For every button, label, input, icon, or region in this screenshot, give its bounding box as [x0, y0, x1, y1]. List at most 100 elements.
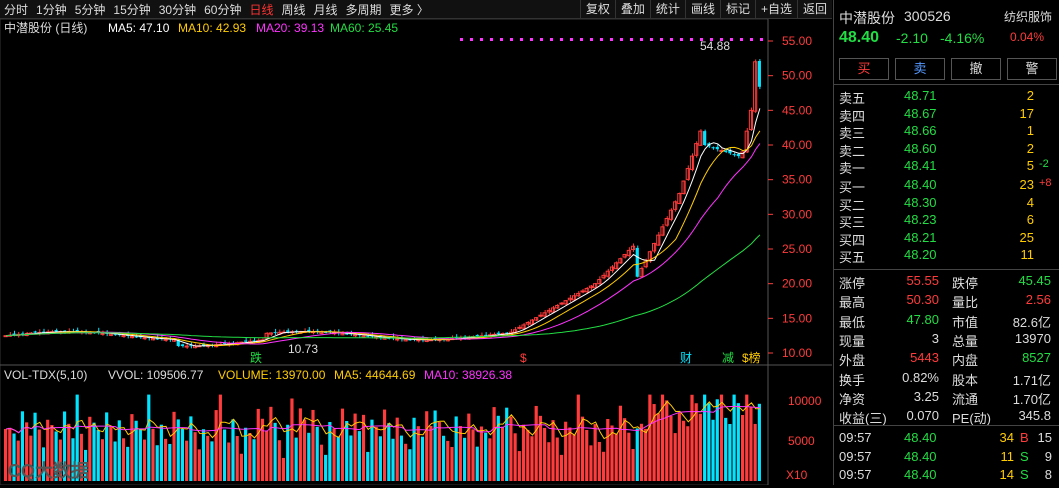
volume-bar — [551, 420, 555, 481]
chart-area[interactable]: 55.00 50.00 45.00 40.00 35.00 30.00 25.00 20.00… — [0, 18, 832, 486]
volume-bar — [715, 399, 719, 481]
candle-body — [732, 154, 736, 156]
level-label: 买四 — [839, 232, 866, 248]
toolbar-button[interactable]: +自选 — [754, 0, 797, 18]
period-tab[interactable]: 5分钟 — [74, 2, 106, 17]
order-book-row[interactable]: 卖三 48.66 1 — [834, 121, 1059, 141]
volume-bar — [37, 429, 41, 481]
period-tab[interactable]: 60分钟 — [204, 2, 242, 17]
order-book-row[interactable]: 卖四 48.67 17 — [834, 104, 1059, 124]
kline-chart-svg[interactable]: 55.00 50.00 45.00 40.00 35.00 30.00 25.00 20.00… — [0, 18, 832, 486]
candle-body — [184, 345, 189, 348]
order-book-row[interactable]: 买三 48.23 6 — [834, 210, 1059, 230]
current-price: 48.40 — [839, 29, 880, 46]
volume-bar — [12, 433, 16, 481]
level-label: 买二 — [839, 197, 866, 213]
price-tick-label: 10.00 — [782, 346, 812, 360]
toolbar-button[interactable]: 叠加 — [614, 0, 650, 18]
sell-button[interactable]: 卖 — [895, 58, 945, 80]
volume-bar — [62, 411, 67, 481]
order-book-row[interactable]: 卖二 48.60 2 — [834, 139, 1059, 159]
event-marker[interactable]: $榜 — [742, 350, 761, 365]
candle-body — [736, 153, 740, 157]
signal-dot — [670, 38, 673, 41]
cancel-order-button[interactable]: 撤 — [951, 58, 1001, 80]
period-tab[interactable]: 周线 — [281, 2, 306, 17]
candles — [3, 59, 761, 349]
order-book-row[interactable]: 买一 48.40 23 +8 — [834, 175, 1059, 195]
stat-row: 换手 0.82% 股本 1.71亿 — [834, 368, 1059, 388]
level-volume: 5 — [1026, 158, 1034, 173]
volume-bar — [681, 420, 686, 481]
candle-body — [33, 331, 37, 333]
volume-bar — [117, 420, 121, 481]
stat-label: 收益(三) — [839, 411, 887, 427]
event-marker[interactable]: $ — [520, 351, 527, 365]
level-label: 买一 — [839, 180, 866, 195]
candle-body — [108, 333, 113, 336]
candle-body — [757, 60, 761, 87]
signal-dot — [600, 38, 603, 41]
candle-body — [20, 333, 25, 335]
stat-value: 3 — [931, 330, 939, 346]
candle-body — [668, 209, 674, 220]
volume-bar — [597, 441, 601, 481]
period-tab[interactable]: 30分钟 — [158, 2, 197, 17]
toolbar-button[interactable]: 画线 — [684, 0, 720, 18]
signal-dot — [760, 38, 763, 41]
period-tab[interactable]: 月线 — [313, 2, 338, 17]
period-tab[interactable]: 更多 〉 — [389, 2, 429, 17]
volume-legend: MA5: 44644.69 — [334, 368, 416, 382]
tick-price: 48.40 — [904, 430, 937, 445]
period-tab[interactable]: 多周期 — [345, 2, 382, 17]
period-tab[interactable]: 分时 — [4, 2, 29, 17]
order-book-row[interactable]: 买四 48.21 25 — [834, 228, 1059, 248]
toolbar-button[interactable]: 统计 — [649, 0, 685, 18]
stat-value: 1.71亿 — [1012, 372, 1051, 388]
volume-bar — [391, 438, 395, 481]
volume-legend: VOL-TDX(5,10) — [4, 368, 87, 382]
event-marker[interactable]: 财 — [680, 351, 692, 365]
volume-bar — [656, 413, 660, 481]
volume-bar — [197, 449, 201, 481]
period-tab[interactable]: 日线 — [249, 2, 274, 17]
stat-label: 内盘 — [952, 353, 979, 369]
volume-bar — [252, 439, 256, 481]
alert-button[interactable]: 警 — [1007, 58, 1057, 80]
order-book-row[interactable]: 卖五 48.71 2 — [834, 86, 1059, 106]
toolbar-button[interactable]: 标记 — [719, 0, 755, 18]
stat-value: 45.45 — [1018, 273, 1051, 288]
period-tab[interactable]: 1分钟 — [36, 2, 67, 17]
sector-label[interactable]: 纺织服饰 — [1004, 10, 1053, 24]
candle-body — [630, 245, 636, 251]
toolbar-button[interactable]: 复权 — [579, 0, 615, 18]
candle-body — [496, 332, 500, 334]
price-change-pct: -4.16% — [940, 30, 985, 46]
volume-bar — [92, 422, 96, 481]
order-book-row[interactable]: 卖一 48.41 5 -2 — [834, 156, 1059, 176]
volume-bar — [412, 417, 416, 481]
volume-bar — [79, 433, 83, 481]
order-book-row[interactable]: 买二 48.30 4 — [834, 193, 1059, 213]
period-tab[interactable]: 15分钟 — [113, 2, 151, 17]
candle-body — [744, 130, 749, 153]
event-marker[interactable]: 减 — [722, 351, 734, 365]
order-book-row[interactable]: 买五 48.20 11 — [834, 245, 1059, 265]
volume-bar — [378, 436, 382, 481]
event-marker[interactable]: 跌 — [250, 350, 262, 365]
price-tick-label: 50.00 — [782, 69, 812, 83]
volume-bar — [543, 427, 547, 481]
signal-dot — [540, 38, 543, 41]
level-volume: 2 — [1026, 140, 1034, 156]
price-tick-label: 55.00 — [782, 34, 812, 48]
volume-bar — [366, 451, 370, 481]
volume-legend: VOLUME: 13970.00 — [218, 368, 326, 382]
candle-body — [601, 274, 606, 279]
volume-bar — [505, 407, 509, 481]
signal-dot — [690, 38, 693, 41]
toolbar-button[interactable]: 返回 — [796, 0, 832, 18]
level-volume: 6 — [1026, 212, 1034, 227]
level-label: 买三 — [839, 215, 866, 230]
volume-bar — [408, 449, 412, 481]
buy-button[interactable]: 买 — [839, 58, 889, 80]
